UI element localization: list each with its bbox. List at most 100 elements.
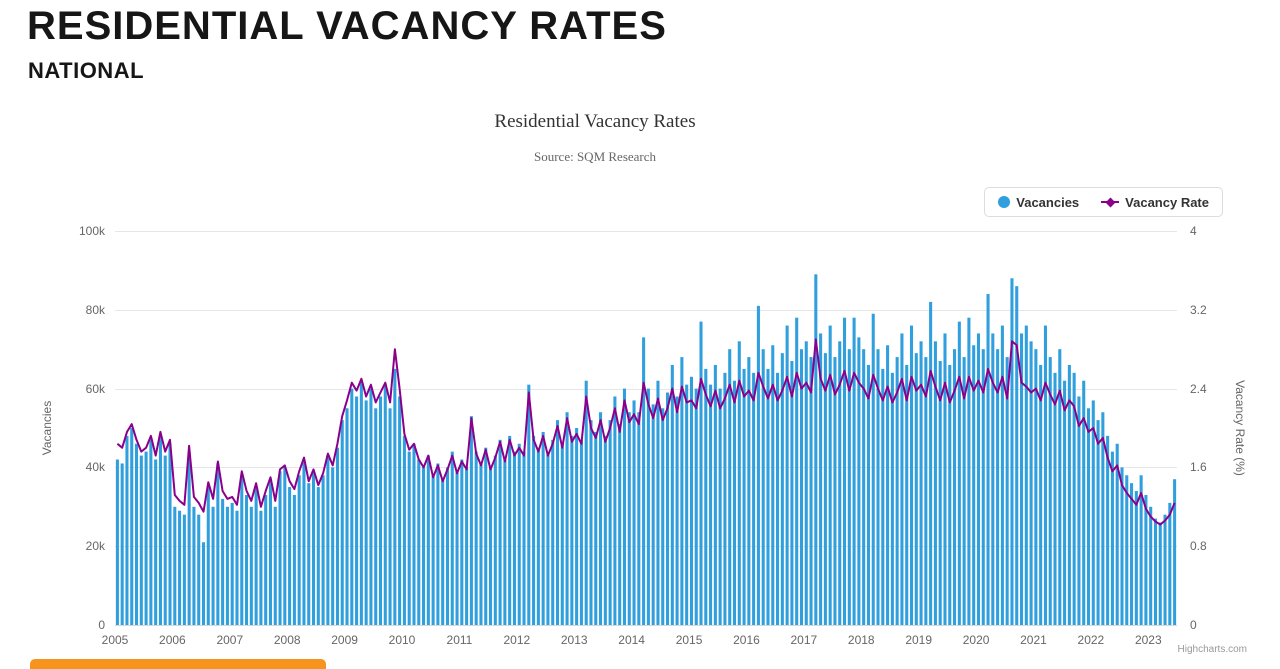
vacancy-rate-marker-icon (1101, 197, 1120, 207)
vacancy-bar (235, 510, 239, 625)
vacancy-bar (847, 349, 851, 625)
vacancy-bar (532, 435, 536, 625)
vacancy-bar (1086, 408, 1091, 625)
vacancy-bar (551, 439, 555, 625)
vacancy-bar (780, 353, 784, 625)
vacancy-bar (1153, 518, 1157, 625)
vacancy-bar (307, 483, 311, 625)
vacancy-bar (412, 443, 416, 625)
vacancy-bar (1058, 349, 1062, 625)
vacancy-bar (455, 471, 459, 625)
vacancy-bar (761, 349, 765, 625)
y-tick-right: 2.4 (1190, 381, 1207, 396)
page-subtitle: NATIONAL (28, 58, 145, 83)
x-tick: 2012 (503, 633, 531, 647)
vacancy-bar (450, 451, 454, 625)
vacancy-bar (512, 451, 516, 625)
vacancy-bar (642, 337, 646, 625)
vacancy-bar (536, 447, 540, 625)
vacancy-bar (929, 301, 933, 625)
vacancy-bar (158, 435, 162, 625)
vacancy-bar (182, 514, 186, 625)
vacancy-bar (1034, 349, 1038, 625)
x-tick: 2014 (618, 633, 645, 647)
vacancy-bar (326, 455, 330, 625)
vacancy-bar (646, 388, 650, 625)
vacancy-bar (570, 435, 574, 625)
legend-label-vacancies: Vacancies (1016, 194, 1080, 210)
vacancy-bar (881, 368, 885, 625)
vacancy-bar (316, 487, 320, 625)
y-tick-left: 40k (85, 460, 105, 475)
legend-item-vacancies[interactable]: Vacancies (998, 195, 1079, 210)
vacancy-bar (163, 455, 167, 625)
vacancy-bar (833, 357, 837, 625)
orange-button[interactable] (30, 659, 326, 669)
vacancy-bar (1163, 514, 1167, 625)
vacancy-bar (728, 349, 732, 625)
vacancy-bar (1134, 491, 1138, 625)
vacancy-bar (1144, 494, 1148, 625)
vacancy-bar (1029, 341, 1033, 625)
vacancy-bar (268, 479, 272, 625)
vacancy-bar (364, 400, 368, 625)
vacancy-bar (986, 294, 990, 625)
page-title: RESIDENTIAL VACANCY RATES (27, 4, 667, 48)
vacancies-marker-icon (998, 196, 1011, 208)
legend-item-vacancy-rate[interactable]: Vacancy Rate (1101, 195, 1209, 210)
vacancy-bar (909, 325, 914, 625)
vacancy-bar (149, 439, 153, 625)
vacancy-bar (1101, 412, 1105, 625)
y-tick-left: 60k (85, 381, 105, 396)
highcharts-credit[interactable]: Highcharts.com (1177, 644, 1247, 655)
vacancy-rate-line[interactable] (116, 338, 1176, 526)
vacancy-bar (283, 467, 287, 625)
y-tick-left: 80k (85, 302, 105, 317)
vacancies-bars[interactable] (115, 274, 1177, 625)
vacancy-bar (737, 341, 741, 625)
vacancy-bar (297, 475, 301, 625)
vacancy-bar (957, 321, 961, 625)
vacancy-bar (675, 396, 679, 625)
vacancy-bar (900, 333, 904, 625)
vacancy-bar (1072, 372, 1076, 625)
vacancy-bar (230, 502, 234, 625)
vacancy-bar (919, 341, 923, 625)
vacancy-bar (876, 349, 880, 625)
vacancy-bar (766, 368, 770, 625)
vacancy-bar (685, 384, 689, 625)
vacancy-bar (1106, 435, 1110, 625)
vacancy-bar (1020, 333, 1024, 625)
vacancy-bar (656, 380, 660, 625)
vacancy-bar (1005, 357, 1009, 625)
vacancy-bar (350, 388, 354, 625)
vacancy-bar (187, 451, 191, 625)
vacancy-bar (369, 388, 373, 625)
chart-subtitle: Source: SQM Research (533, 149, 657, 164)
vacancy-bar (670, 364, 674, 625)
x-tick: 2017 (790, 633, 818, 647)
gridlines (115, 231, 1177, 626)
vacancy-bar (1082, 380, 1086, 625)
vacancy-bar (254, 487, 258, 625)
vacancy-bar (469, 416, 473, 625)
vacancy-bar (732, 380, 737, 625)
vacancy-bar (135, 443, 139, 625)
vacancy-bar (589, 420, 593, 625)
y-tick-right: 0 (1190, 618, 1197, 632)
vacancy-bar (522, 451, 526, 625)
vacancy-bar (599, 412, 603, 625)
vacancy-bar (1168, 502, 1172, 625)
x-tick: 2021 (1020, 633, 1047, 647)
vacancy-bar (489, 467, 493, 625)
vacancy-bar (776, 372, 780, 625)
vacancy-bar (388, 408, 392, 625)
chart-title: Residential Vacancy Rates (494, 111, 696, 132)
x-tick: 2018 (847, 633, 875, 647)
vacancy-bar (723, 372, 727, 625)
vacancy-bar (460, 459, 464, 625)
vacancy-bar (541, 431, 545, 625)
vacancy-bar (259, 510, 263, 625)
vacancy-bar (718, 388, 722, 625)
vacancy-bar (890, 372, 894, 625)
